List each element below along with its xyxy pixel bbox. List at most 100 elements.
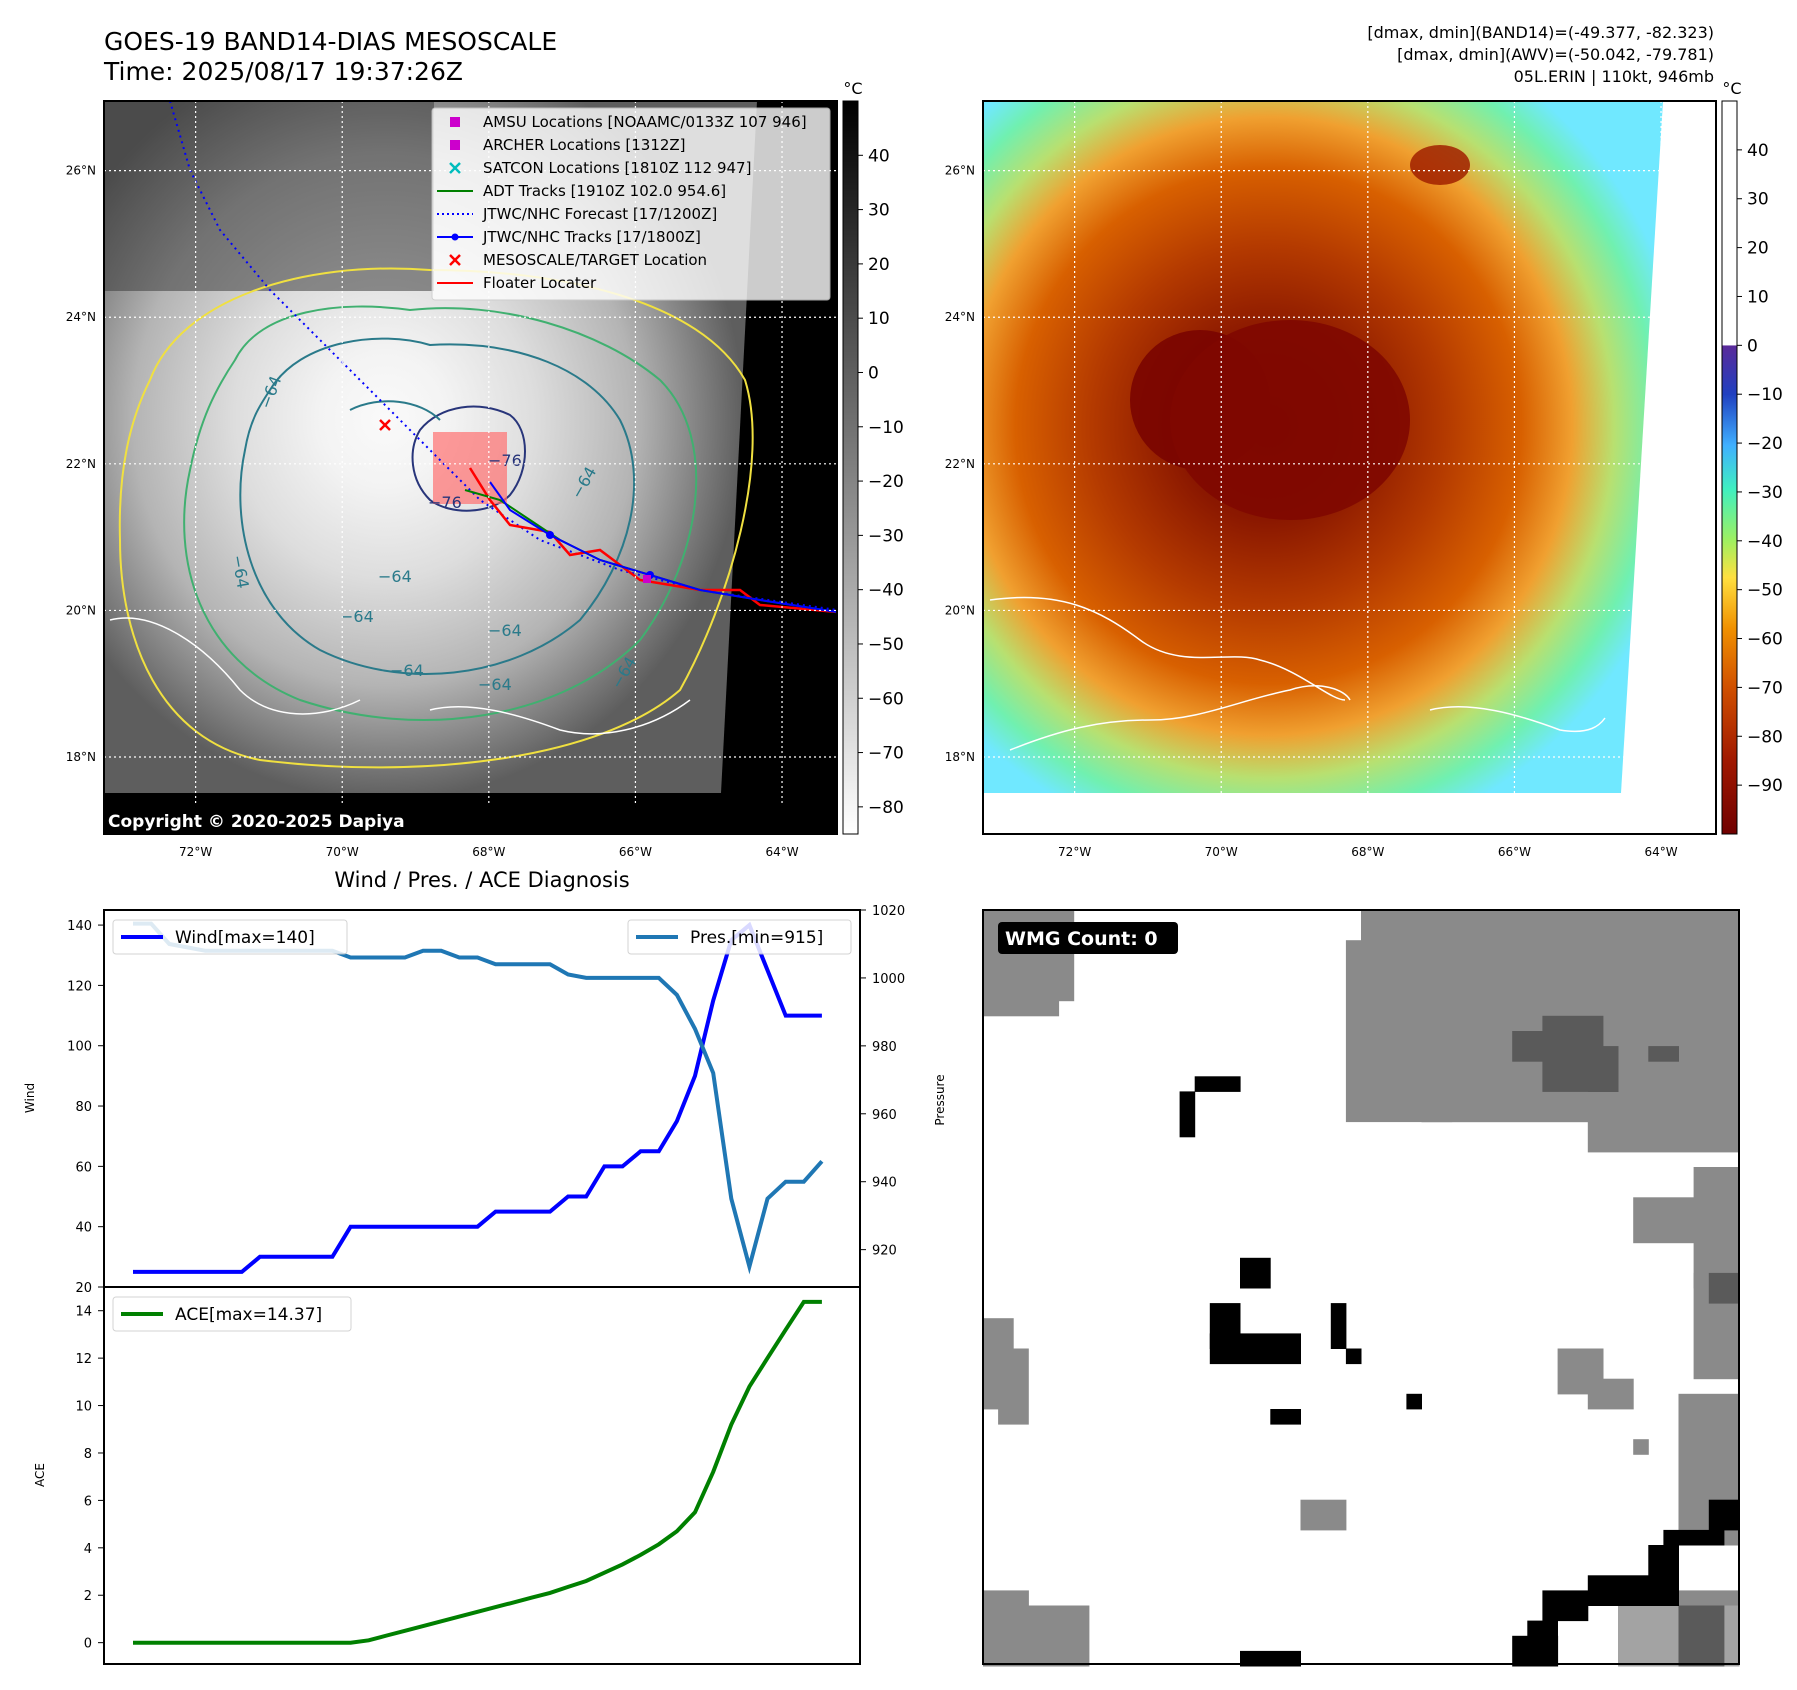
colorbar-tick-label: −60 bbox=[1747, 630, 1783, 650]
y-tick-label: 140 bbox=[67, 919, 92, 934]
ir-lon-tick-label: 68°W bbox=[472, 845, 505, 859]
info-band14: [dmax, dmin](BAND14)=(-49.377, -82.323) bbox=[1367, 23, 1714, 42]
pressure-axis-ticks: 920 940 960 980 1000 1020 bbox=[860, 904, 905, 1259]
diagnosis-title: Wind / Pres. / ACE Diagnosis bbox=[334, 868, 629, 892]
ir-legend-label: AMSU Locations [NOAAMC/0133Z 107 946] bbox=[483, 113, 807, 131]
colorbar-tick-label: −60 bbox=[868, 689, 904, 709]
wmg-cell bbox=[1512, 1635, 1559, 1667]
y-tick-label: 80 bbox=[75, 1100, 92, 1115]
ir-colorbar-unit: °C bbox=[843, 79, 862, 98]
colorbar-tick-label: 0 bbox=[1747, 336, 1758, 356]
wmg-cell bbox=[1648, 1046, 1679, 1062]
info-storm: 05L.ERIN | 110kt, 946mb bbox=[1514, 67, 1714, 86]
colorbar-tick-label: 30 bbox=[868, 201, 890, 221]
ir-legend-label: SATCON Locations [1810Z 112 947] bbox=[483, 159, 751, 177]
colorbar-tick-label: −40 bbox=[1747, 532, 1783, 552]
svg-text:−76: −76 bbox=[488, 451, 522, 470]
contour-outer bbox=[183, 305, 698, 721]
colorbar-tick-label: −30 bbox=[868, 526, 904, 546]
wmg-cell bbox=[1708, 1272, 1740, 1304]
figure-title: GOES-19 BAND14-DIAS MESOSCALE bbox=[104, 27, 557, 56]
awv-lon-tick-label: 68°W bbox=[1351, 845, 1384, 859]
svg-text:−64: −64 bbox=[378, 567, 412, 586]
colorbar-tick-label: −80 bbox=[868, 798, 904, 818]
awv-lon-tick-label: 64°W bbox=[1644, 845, 1677, 859]
y-tick-label: 4 bbox=[84, 1542, 92, 1557]
svg-text:−64: −64 bbox=[488, 621, 522, 640]
ir-lon-tick-label: 70°W bbox=[326, 845, 359, 859]
awv-colorbar: °C 40 30 20 10 0 −10 −20 −30 −40 −50 −60 −70 −80 −90 bbox=[1721, 79, 1783, 835]
ir-legend-label: MESOSCALE/TARGET Location bbox=[483, 251, 707, 269]
awv-map-panel bbox=[982, 100, 1717, 835]
copyright: Copyright © 2020-2025 Dapiya bbox=[108, 812, 405, 832]
ir-lon-tick-label: 64°W bbox=[765, 845, 798, 859]
wmg-cell bbox=[983, 1590, 1029, 1667]
y-tick-label: 0 bbox=[84, 1637, 92, 1652]
contour-76 bbox=[411, 405, 526, 512]
wmg-cell bbox=[1587, 1378, 1634, 1410]
wind-axis-ticks: 20 40 60 80 100 120 140 bbox=[67, 919, 104, 1296]
awv-lat-tick-label: 20°N bbox=[945, 603, 975, 617]
awv-lon-ticks: 72°W 70°W 68°W 66°W 64°W bbox=[1058, 845, 1678, 859]
wmg-badge-text: WMG Count: 0 bbox=[1005, 928, 1158, 950]
wmg-cell bbox=[1330, 1303, 1347, 1349]
svg-text:−64: −64 bbox=[390, 661, 424, 680]
wmg-cell bbox=[1209, 1333, 1301, 1365]
y-tick-label: 60 bbox=[75, 1160, 92, 1175]
wmg-cell bbox=[1361, 910, 1589, 971]
colorbar-tick-label: −70 bbox=[868, 744, 904, 764]
ir-legend: AMSU Locations [NOAAMC/0133Z 107 946] ARC… bbox=[431, 107, 831, 301]
wmg-cell bbox=[1633, 1439, 1649, 1455]
awv-lon-tick-label: 66°W bbox=[1498, 845, 1531, 859]
awv-lat-ticks: 26°N 24°N 22°N 20°N 18°N bbox=[945, 164, 975, 764]
y2-tick-label: 1020 bbox=[872, 904, 905, 919]
colorbar-tick-label: 30 bbox=[1747, 190, 1769, 210]
wind-legend-label: Wind[max=140] bbox=[175, 928, 315, 948]
wmg-cell bbox=[1587, 1046, 1619, 1092]
contour-yellow bbox=[118, 267, 754, 769]
ir-legend-label: Floater Locater bbox=[483, 274, 597, 292]
mesoscale-target-marker bbox=[379, 419, 391, 431]
wmg-cell bbox=[1179, 1091, 1196, 1138]
pressure-legend: Pres.[min=915] bbox=[627, 919, 852, 955]
colorbar-tick-label: 0 bbox=[868, 363, 879, 383]
colorbar-tick-label: −40 bbox=[868, 581, 904, 601]
ir-legend-label: ARCHER Locations [1312Z] bbox=[483, 136, 686, 154]
wmg-cell bbox=[1663, 1529, 1725, 1546]
wmg-cell bbox=[1693, 1167, 1740, 1289]
wind-pressure-panel: Wind / Pres. / ACE Diagnosis 20 40 60 80 100… bbox=[23, 868, 947, 1296]
colorbar-tick-label: 10 bbox=[1747, 287, 1769, 307]
y2-tick-label: 980 bbox=[872, 1040, 897, 1055]
ir-lon-tick-label: 66°W bbox=[619, 845, 652, 859]
ir-lat-ticks: 26°N 24°N 22°N 20°N 18°N bbox=[66, 164, 96, 764]
colorbar-tick-label: −90 bbox=[1747, 776, 1783, 796]
y-tick-label: 40 bbox=[75, 1221, 92, 1236]
y-tick-label: 120 bbox=[67, 979, 92, 994]
jtwc-forecast-track bbox=[169, 101, 837, 611]
awv-gridlines bbox=[983, 101, 1716, 834]
svg-text:−76: −76 bbox=[428, 493, 462, 512]
wmg-cell bbox=[1406, 1393, 1422, 1410]
ir-legend-label: JTWC/NHC Forecast [17/1200Z] bbox=[482, 205, 717, 223]
ace-axis-ticks: 0 2 4 6 8 10 12 14 bbox=[75, 1305, 104, 1652]
ir-map-panel: −64 −76 −76 −64 −64 −64 −64 −64 −64 −64 … bbox=[103, 100, 838, 835]
ir-lat-tick-label: 22°N bbox=[66, 457, 96, 471]
figure-time: Time: 2025/08/17 19:37:26Z bbox=[103, 57, 463, 86]
wind-legend: Wind[max=140] bbox=[112, 919, 348, 955]
colorbar-tick-label: 10 bbox=[868, 309, 890, 329]
ir-lat-tick-label: 20°N bbox=[66, 603, 96, 617]
wmg-cell bbox=[1587, 1575, 1664, 1606]
floater-locater-track bbox=[468, 467, 837, 614]
y-tick-label: 12 bbox=[75, 1352, 92, 1367]
ir-lon-tick-label: 72°W bbox=[179, 845, 212, 859]
pressure-legend-label: Pres.[min=915] bbox=[690, 928, 823, 948]
y2-tick-label: 940 bbox=[872, 1176, 897, 1191]
awv-lon-tick-label: 72°W bbox=[1058, 845, 1091, 859]
colorbar-tick-label: −50 bbox=[1747, 581, 1783, 601]
awv-lat-tick-label: 18°N bbox=[945, 750, 975, 764]
ir-lon-ticks: 72°W 70°W 68°W 66°W 64°W bbox=[179, 845, 799, 859]
y2-tick-label: 1000 bbox=[872, 972, 905, 987]
wmg-cell bbox=[1512, 1031, 1543, 1062]
colorbar-tick-label: 20 bbox=[1747, 239, 1769, 259]
colorbar-tick-label: −10 bbox=[868, 418, 904, 438]
